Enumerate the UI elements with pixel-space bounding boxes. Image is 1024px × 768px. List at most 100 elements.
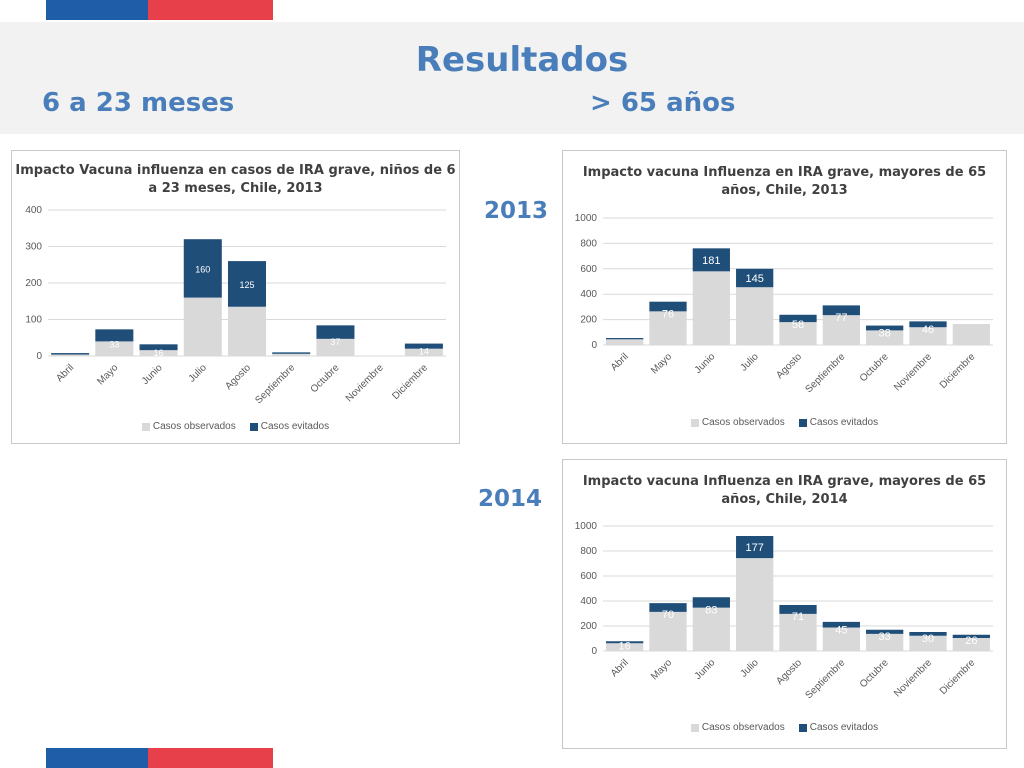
y-tick-label: 600 — [580, 571, 597, 582]
y-tick-label: 800 — [580, 238, 597, 249]
bar-observed — [316, 338, 355, 356]
bar-avoided — [272, 352, 311, 354]
legend-label-avoided: Casos evitados — [809, 417, 879, 428]
legend-swatch-observed — [141, 422, 150, 431]
x-tick-label: Septiembre — [253, 362, 297, 406]
year-label-2014: 2014 — [478, 486, 543, 512]
chart-children-2013: Impacto Vacuna influenza en casos de IRA… — [11, 150, 460, 444]
data-label: 177 — [745, 542, 763, 554]
chart-legend: Casos observados Casos evitados — [12, 421, 459, 432]
chart-plot-area: 0 200 400 600 800 1000 Abril 76 Mayo 181 Junio 145 J… — [575, 213, 993, 395]
bar-observed — [649, 311, 687, 345]
x-tick-label: Noviembre — [892, 351, 934, 393]
y-tick-label: 1000 — [575, 213, 598, 224]
data-label: 181 — [702, 255, 720, 267]
data-label: 83 — [705, 605, 717, 617]
chart-title-line-1: Impacto Vacuna influenza en casos de IRA… — [15, 163, 456, 178]
bar-avoided — [952, 634, 990, 638]
chart-legend: Casos observados Casos evitados — [563, 417, 1006, 428]
bar-avoided — [909, 321, 947, 328]
x-tick-label: Diciembre — [390, 362, 430, 402]
bar-observed — [227, 306, 267, 356]
bar-avoided — [822, 621, 860, 628]
bar-observed — [404, 348, 443, 356]
legend-item-avoided: Casos evitados — [249, 421, 329, 432]
bar-avoided — [95, 329, 134, 342]
data-label: 145 — [745, 273, 763, 285]
bar-observed — [649, 611, 687, 651]
chart-title: Impacto vacuna Influenza en IRA grave, m… — [563, 164, 1006, 200]
data-label: 16 — [619, 640, 631, 652]
bar-observed — [952, 324, 990, 345]
y-tick-label: 100 — [25, 315, 42, 326]
y-tick-label: 400 — [25, 205, 42, 216]
bar-avoided — [139, 344, 178, 351]
bar-observed — [909, 327, 947, 345]
y-tick-label: 200 — [25, 278, 42, 289]
legend-swatch-observed — [690, 418, 699, 427]
x-tick-label: Julio — [187, 362, 210, 385]
data-label: 58 — [792, 319, 804, 331]
x-tick-label: Abril — [54, 362, 76, 384]
bar-avoided — [606, 338, 644, 340]
bar-avoided — [866, 325, 904, 331]
bar-avoided — [183, 239, 222, 298]
bar-avoided — [736, 268, 774, 288]
subtitle-over-65-years: > 65 años — [590, 88, 736, 118]
data-label: 14 — [419, 347, 429, 357]
bar-avoided — [692, 248, 730, 272]
flag-blue-segment — [46, 748, 148, 768]
y-tick-label: 200 — [580, 621, 597, 632]
bar-avoided — [316, 325, 355, 339]
x-tick-label: Abril — [609, 351, 631, 373]
bar-avoided — [909, 632, 947, 636]
bar-avoided — [649, 301, 687, 312]
bar-avoided — [822, 305, 860, 316]
bar-avoided — [866, 629, 904, 634]
bar-avoided — [779, 314, 817, 323]
bar-observed — [736, 558, 774, 651]
bar-observed — [95, 341, 134, 356]
x-tick-label: Abril — [609, 657, 631, 679]
data-label: 77 — [835, 312, 847, 324]
header-band — [0, 22, 1024, 134]
legend-item-observed: Casos observados — [690, 417, 785, 428]
bar-avoided — [649, 603, 687, 612]
x-tick-label: Junio — [693, 657, 718, 682]
flag-stripe-bottom — [46, 748, 273, 768]
chart-title-line-2: a 23 meses, Chile, 2013 — [148, 181, 323, 196]
data-label: 70 — [662, 609, 674, 621]
bar-avoided — [404, 343, 443, 349]
bar-observed — [822, 315, 860, 345]
bar-observed — [606, 643, 644, 651]
chart-elderly-2014: Impacto vacuna Influenza en IRA grave, m… — [562, 459, 1007, 749]
data-label: 33 — [879, 631, 891, 643]
legend-item-avoided: Casos evitados — [798, 417, 879, 428]
data-label: 125 — [239, 280, 254, 290]
bar-observed — [272, 353, 311, 356]
bar-observed — [183, 297, 222, 356]
x-tick-label: Diciembre — [938, 657, 978, 697]
bar-observed — [952, 638, 990, 651]
flag-stripe-top — [46, 0, 273, 20]
x-tick-label: Octubre — [309, 362, 342, 395]
x-tick-label: Agosto — [774, 351, 804, 381]
x-tick-label: Agosto — [223, 362, 253, 392]
data-label: 30 — [922, 633, 934, 645]
x-tick-label: Junio — [693, 351, 718, 376]
x-tick-label: Junio — [140, 362, 165, 387]
bar-observed — [692, 271, 730, 345]
chart-title-line-2: años, Chile, 2014 — [721, 492, 848, 507]
y-tick-label: 0 — [591, 646, 597, 657]
subtitle-age-6-23-months: 6 a 23 meses — [42, 88, 235, 118]
flag-blue-segment — [46, 0, 148, 20]
data-label: 38 — [879, 327, 891, 339]
bar-observed — [736, 287, 774, 345]
chart-plot-area: 0 100 200 300 400 Abril 33 Mayo 16 Junio 160 Julio 1… — [25, 205, 446, 406]
legend-swatch-avoided — [798, 723, 807, 732]
bar-observed — [866, 330, 904, 345]
legend-swatch-avoided — [249, 422, 258, 431]
legend-label-observed: Casos observados — [701, 417, 785, 428]
chart-title-line-1: Impacto vacuna Influenza en IRA grave, m… — [582, 474, 987, 489]
legend-item-observed: Casos observados — [141, 421, 236, 432]
